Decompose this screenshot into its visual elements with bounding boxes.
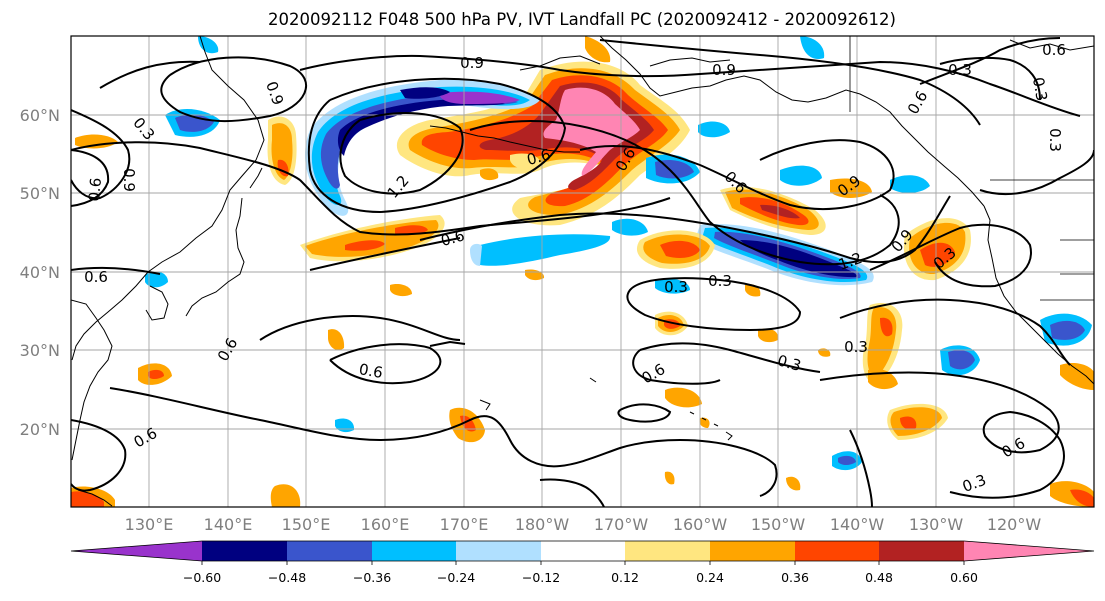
colorbar-tick-label: −0.12 <box>522 570 560 585</box>
graticule <box>71 36 1094 507</box>
colorbar-bin <box>372 541 456 561</box>
kamchatka-asia-coast <box>71 36 265 361</box>
lon-label-140e: 140°E <box>204 515 253 534</box>
colorbar-tick-label: −0.60 <box>183 570 221 585</box>
contour-label: 0.3 <box>708 272 732 290</box>
north-america-west-coast <box>983 205 1094 385</box>
lon-label-150w: 150°W <box>751 515 806 534</box>
lon-label-150e: 150°E <box>282 515 331 534</box>
lon-label-180w: 180°W <box>515 515 570 534</box>
colorbar: −0.60 −0.48 −0.36 −0.24 −0.12 0.12 0.24 … <box>70 540 1095 585</box>
lat-label-30n: 30°N <box>20 341 60 360</box>
colorbar-tick-label: −0.36 <box>353 570 391 585</box>
colorbar-tick-label: 0.48 <box>865 570 893 585</box>
contour-1.2-west <box>339 112 464 195</box>
contour-label: 0.6 <box>84 268 108 286</box>
japan-coast <box>185 167 263 317</box>
lat-label-40n: 40°N <box>20 263 60 282</box>
lon-label-130w: 130°W <box>909 515 964 534</box>
longitude-labels: 130°E 140°E 150°E 160°E 170°E 180°W 170°… <box>125 515 1042 534</box>
contour-label: 0.3 <box>844 338 868 356</box>
colorbar-bin <box>541 541 625 561</box>
colorbar-bin <box>879 541 964 561</box>
contour-label: 0.6 <box>439 226 467 250</box>
contour-label: 0.6 <box>85 177 105 202</box>
lon-label-160e: 160°E <box>361 515 410 534</box>
contour-east-0.9 <box>869 223 1032 288</box>
contour-label: 0.6 <box>525 145 553 169</box>
colorbar-bin <box>287 541 372 561</box>
alaska-coast <box>599 36 985 207</box>
colorbar-tick-label: −0.24 <box>437 570 475 585</box>
colorbar-bin <box>710 541 795 561</box>
china-coast <box>71 299 113 461</box>
contour-north-broad <box>99 54 1081 117</box>
political-borders <box>849 36 1094 301</box>
contour-alaska-0.6 <box>579 139 895 211</box>
colorbar-tick-label: 0.60 <box>950 570 978 585</box>
contour-label: 0.3 <box>664 278 688 296</box>
lon-label-120w: 120°W <box>987 515 1042 534</box>
map-frame <box>70 35 1095 508</box>
contour-label: 0.6 <box>1042 41 1066 59</box>
hawaii <box>689 411 733 441</box>
colorbar-bin <box>625 541 710 561</box>
colorbar-extend-high <box>964 541 1094 561</box>
colorbar-tick-label: 0.12 <box>611 570 639 585</box>
map-content: 0.9 0.3 0.9 0.6 0.3 0.6 0.9 0.6 0.9 0.3 … <box>71 36 1094 507</box>
contour-north-0.9 <box>160 56 308 123</box>
arctic-coast <box>519 39 1094 71</box>
lon-label-130e: 130°E <box>125 515 174 534</box>
ivt-contours <box>71 37 1094 507</box>
contour-label: 0.9 <box>712 61 736 79</box>
colorbar-bin <box>795 541 879 561</box>
contour-label: 0.9 <box>460 54 484 72</box>
contour-label: 0.3 <box>775 351 803 375</box>
colorbar-bin <box>456 541 541 561</box>
contour-label: 0.9 <box>120 168 138 192</box>
contour-label: 0.3 <box>948 61 972 79</box>
korea-coast <box>145 285 169 321</box>
colorbar-tick-label: 0.36 <box>781 570 809 585</box>
colorbar-ticks <box>201 561 965 565</box>
contour-label: 0.6 <box>358 360 385 382</box>
colorbar-bin <box>202 541 287 561</box>
contour-label: 0.3 <box>1046 128 1064 152</box>
colorbar-tick-label: −0.48 <box>268 570 306 585</box>
colorbar-extend-low <box>71 541 202 561</box>
lon-label-140w: 140°W <box>830 515 885 534</box>
figure-title: 2020092112 F048 500 hPa PV, IVT Landfall… <box>268 10 896 29</box>
latitude-labels: 60°N 50°N 40°N 30°N 20°N <box>20 106 60 439</box>
contour-subtropical-0.3 <box>626 277 802 332</box>
lon-label-170w: 170°W <box>594 515 649 534</box>
contour-south-0.6 <box>329 343 442 385</box>
coastlines <box>71 36 1094 507</box>
lon-label-170e: 170°E <box>440 515 489 534</box>
lat-label-50n: 50°N <box>20 184 60 203</box>
lat-label-60n: 60°N <box>20 106 60 125</box>
contour-label: 0.3 <box>1029 76 1051 103</box>
lon-label-160w: 160°W <box>673 515 728 534</box>
lat-label-20n: 20°N <box>20 420 60 439</box>
colorbar-tick-label: 0.24 <box>696 570 724 585</box>
